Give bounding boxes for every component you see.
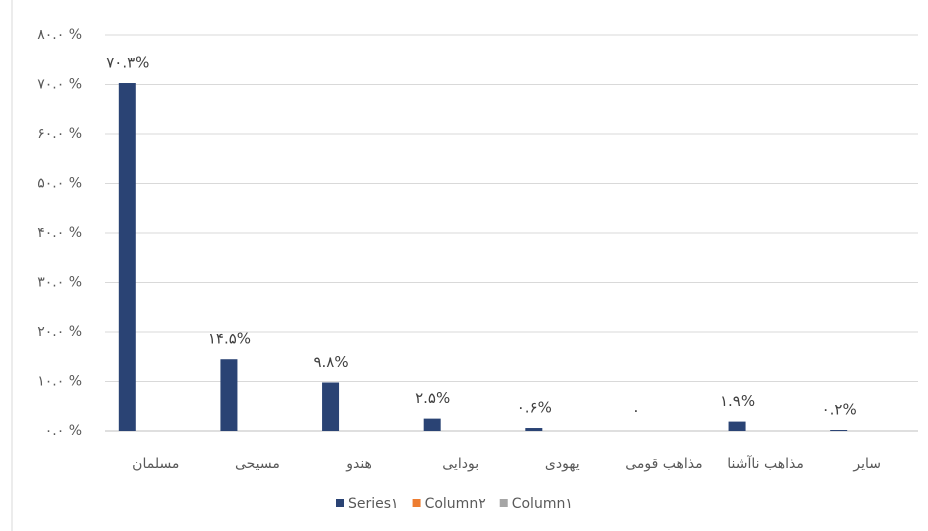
value-label: ۱.۹% [720, 392, 755, 410]
x-tick-label: بودایی [442, 456, 479, 472]
value-label: ۰.۶% [517, 399, 552, 417]
y-tick-label: ۶۰.۰ % [37, 126, 82, 142]
x-tick-label: مذاهب ناآشنا [727, 455, 804, 472]
bar [830, 430, 847, 431]
value-label: ۷۰.۳% [106, 54, 149, 72]
y-tick-label: ۱۰.۰ % [37, 374, 82, 390]
x-tick-label: یهودی [545, 456, 580, 472]
value-label: ۰.۲% [822, 401, 857, 419]
y-tick-label: ۵۰.۰ % [37, 176, 82, 192]
bar [322, 382, 339, 431]
bar [729, 422, 746, 431]
legend-label: Column۱ [512, 496, 573, 512]
bar [119, 83, 136, 431]
bar [220, 359, 237, 431]
value-label: ۱۴.۵% [208, 330, 251, 348]
x-tick-label: مسیحی [235, 456, 280, 472]
y-tick-label: ۴۰.۰ % [37, 225, 82, 241]
value-label: ۲.۵% [415, 389, 450, 407]
legend-swatch [413, 499, 421, 507]
chart: ۰.۰ % ۱۰.۰ % ۲۰.۰ % ۳۰.۰ % ۴۰.۰ % ۵۰.۰ % ۶۰.۰ … [0, 0, 928, 531]
legend-label: Column۲ [425, 496, 486, 512]
bar [525, 428, 542, 431]
y-tick-label: ۰.۰ % [45, 423, 82, 439]
x-tick-label: هندو [345, 456, 372, 472]
x-tick-label: مذاهب قومی [625, 456, 702, 472]
x-tick-label: سایر [852, 456, 881, 472]
value-label: ۰ [632, 402, 640, 420]
y-tick-label: ۳۰.۰ % [37, 275, 82, 291]
y-tick-label: ۲۰.۰ % [37, 324, 82, 340]
legend-swatch [500, 499, 508, 507]
y-tick-label: ۸۰.۰ % [37, 27, 82, 43]
bar [424, 419, 441, 431]
y-tick-label: ۷۰.۰ % [37, 77, 82, 93]
legend-swatch [336, 499, 344, 507]
legend-label: Series۱ [348, 496, 399, 512]
x-tick-label: مسلمان [132, 456, 179, 472]
value-label: ۹.۸% [313, 353, 348, 371]
